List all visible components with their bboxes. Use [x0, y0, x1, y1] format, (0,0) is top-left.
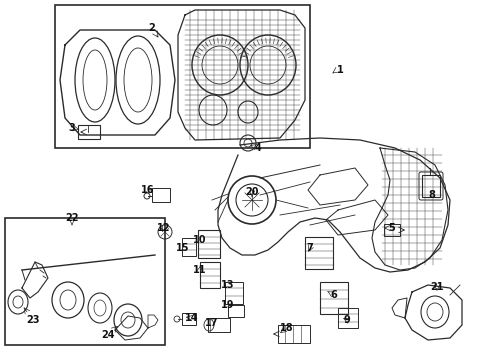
- Bar: [152, 188, 170, 202]
- Text: 17: 17: [205, 318, 218, 328]
- Text: 10: 10: [193, 235, 206, 245]
- Bar: [337, 308, 357, 328]
- Text: 13: 13: [221, 280, 234, 290]
- Text: 15: 15: [176, 243, 189, 253]
- Text: 18: 18: [280, 323, 293, 333]
- Text: 12: 12: [157, 223, 170, 233]
- Text: 7: 7: [306, 243, 313, 253]
- Bar: [182, 238, 196, 256]
- Text: 3: 3: [68, 123, 75, 133]
- Bar: [55, 5, 309, 148]
- Text: 22: 22: [65, 213, 79, 223]
- Text: 8: 8: [427, 190, 434, 200]
- Bar: [278, 325, 309, 343]
- Bar: [200, 262, 220, 288]
- Text: 2: 2: [148, 23, 155, 33]
- Text: 16: 16: [141, 185, 154, 195]
- Text: 14: 14: [185, 313, 198, 323]
- Text: 21: 21: [429, 282, 443, 292]
- Bar: [319, 282, 347, 314]
- Bar: [198, 230, 220, 258]
- Bar: [5, 218, 164, 345]
- Text: 9: 9: [343, 315, 350, 325]
- Text: 19: 19: [221, 300, 234, 310]
- Bar: [305, 237, 332, 269]
- Text: 11: 11: [193, 265, 206, 275]
- Text: 20: 20: [245, 187, 258, 197]
- Bar: [227, 305, 244, 317]
- Bar: [207, 318, 229, 332]
- Bar: [224, 282, 243, 304]
- Bar: [182, 313, 196, 325]
- Text: 6: 6: [330, 290, 337, 300]
- Bar: [421, 175, 439, 197]
- Bar: [383, 224, 399, 236]
- Text: 23: 23: [26, 315, 40, 325]
- Text: 5: 5: [388, 223, 395, 233]
- Text: 24: 24: [101, 330, 115, 340]
- Text: 1: 1: [336, 65, 343, 75]
- Bar: [78, 125, 100, 139]
- Text: 4: 4: [254, 143, 261, 153]
